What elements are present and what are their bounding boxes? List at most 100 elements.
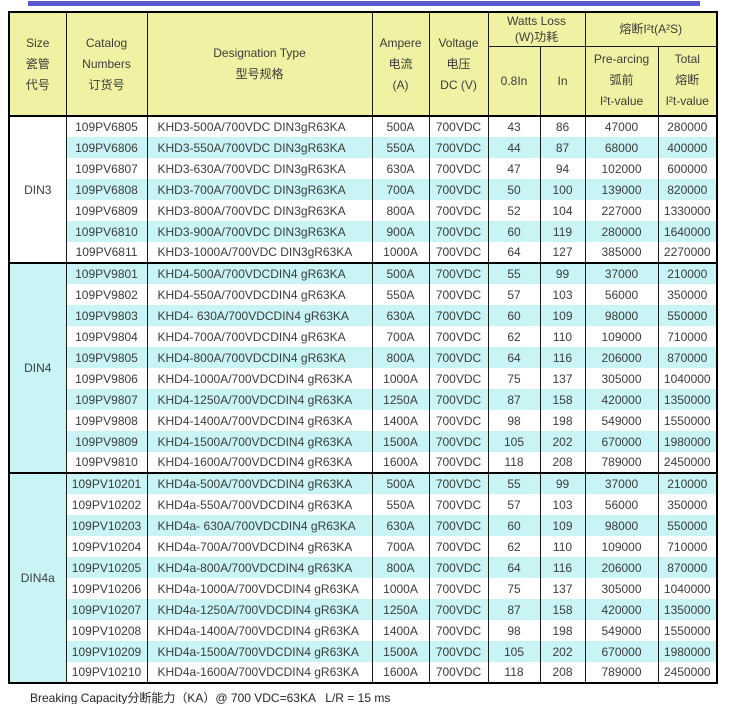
cell-prearcing-i2t: 102000 <box>584 158 659 179</box>
cell-voltage: 700VDC <box>428 115 489 137</box>
cell-watts-08in: 47 <box>487 158 541 179</box>
cell-prearcing-i2t: 109000 <box>584 536 659 557</box>
cell-designation-type: KHD4-1400A/700VDCDIN4 gR63KA <box>146 410 373 431</box>
cell-catalog-number: 109PV10204 <box>65 536 148 557</box>
cell-watts-in: 158 <box>539 389 586 410</box>
header-catalog-numbers: Catalog Numbers 订货号 <box>65 11 148 117</box>
table-row: 109PV10208 KHD4a-1400A/700VDCDIN4 gR63KA 1… <box>9 620 718 641</box>
cell-prearcing-i2t: 227000 <box>584 200 659 221</box>
cell-designation-type: KHD4-550A/700VDCDIN4 gR63KA <box>146 284 373 305</box>
cell-watts-in: 104 <box>539 200 586 221</box>
cell-catalog-number: 109PV9805 <box>65 347 148 368</box>
cell-catalog-number: 109PV10206 <box>65 578 148 599</box>
cell-voltage: 700VDC <box>428 662 489 683</box>
cell-voltage: 700VDC <box>428 284 489 305</box>
cell-watts-in: 103 <box>539 494 586 515</box>
cell-size-group: DIN4a <box>8 472 67 683</box>
header-designation-type: Designation Type 型号规格 <box>146 11 373 117</box>
cell-watts-08in: 57 <box>487 494 541 515</box>
table-row: 109PV9810 KHD4-1600A/700VDCDIN4 gR63KA 160… <box>9 452 718 473</box>
cell-catalog-number: 109PV6805 <box>65 115 148 137</box>
cell-prearcing-i2t: 206000 <box>584 347 659 368</box>
breaking-capacity-note: Breaking Capacity分断能力（KA）@ 700 VDC=63KA … <box>30 691 391 704</box>
cell-voltage: 700VDC <box>428 262 489 284</box>
cell-ampere: 800A <box>371 347 430 368</box>
cell-designation-type: KHD4-1500A/700VDCDIN4 gR63KA <box>146 431 373 452</box>
cell-prearcing-i2t: 670000 <box>584 431 659 452</box>
spec-table-header: Size 瓷管 代号 Catalog Numbers 订货号 Designati… <box>8 11 718 117</box>
cell-ampere: 700A <box>371 326 430 347</box>
header-watts-in: In <box>539 45 586 117</box>
cell-total-i2t: 600000 <box>657 158 718 179</box>
cell-catalog-number: 109PV6809 <box>65 200 148 221</box>
cell-watts-in: 158 <box>539 599 586 620</box>
cell-watts-in: 202 <box>539 641 586 662</box>
cell-ampere: 550A <box>371 494 430 515</box>
cell-ampere: 1500A <box>371 641 430 662</box>
cell-total-i2t: 400000 <box>657 137 718 158</box>
cell-watts-in: 116 <box>539 347 586 368</box>
header-i2t-group: 熔断I²t(A²S) <box>584 11 718 47</box>
cell-prearcing-i2t: 789000 <box>584 452 659 473</box>
cell-catalog-number: 109PV10210 <box>65 662 148 683</box>
table-row: 109PV10209 KHD4a-1500A/700VDCDIN4 gR63KA 1… <box>9 641 718 662</box>
cell-watts-08in: 105 <box>487 431 541 452</box>
cell-ampere: 630A <box>371 158 430 179</box>
cell-prearcing-i2t: 98000 <box>584 515 659 536</box>
cell-total-i2t: 550000 <box>657 515 718 536</box>
cell-watts-08in: 87 <box>487 389 541 410</box>
spec-table-container: Size 瓷管 代号 Catalog Numbers 订货号 Designati… <box>8 11 741 684</box>
cell-voltage: 700VDC <box>428 536 489 557</box>
cell-designation-type: KHD3-630A/700VDC DIN3gR63KA <box>146 158 373 179</box>
cell-ampere: 500A <box>371 262 430 284</box>
cell-watts-08in: 57 <box>487 284 541 305</box>
cell-watts-in: 198 <box>539 410 586 431</box>
cell-total-i2t: 1040000 <box>657 368 718 389</box>
cell-prearcing-i2t: 139000 <box>584 179 659 200</box>
header-voltage: Voltage 电压 DC (V) <box>428 11 489 117</box>
cell-designation-type: KHD4a-500A/700VDCDIN4 gR63KA <box>146 472 373 494</box>
cell-watts-in: 137 <box>539 368 586 389</box>
cell-total-i2t: 210000 <box>657 472 718 494</box>
cell-size-group: DIN3 <box>8 115 67 263</box>
cell-watts-08in: 50 <box>487 179 541 200</box>
cell-ampere: 1250A <box>371 389 430 410</box>
cell-ampere: 1000A <box>371 578 430 599</box>
cell-watts-08in: 60 <box>487 221 541 242</box>
table-row: 109PV9803 KHD4- 630A/700VDCDIN4 gR63KA 630… <box>9 305 718 326</box>
cell-voltage: 700VDC <box>428 620 489 641</box>
cell-prearcing-i2t: 68000 <box>584 137 659 158</box>
table-row: 109PV10207 KHD4a-1250A/700VDCDIN4 gR63KA 1… <box>9 599 718 620</box>
cell-watts-in: 208 <box>539 662 586 683</box>
cell-watts-08in: 44 <box>487 137 541 158</box>
cell-designation-type: KHD4a-800A/700VDCDIN4 gR63KA <box>146 557 373 578</box>
cell-catalog-number: 109PV10202 <box>65 494 148 515</box>
cell-watts-08in: 64 <box>487 347 541 368</box>
table-row: 109PV9807 KHD4-1250A/700VDCDIN4 gR63KA 125… <box>9 389 718 410</box>
cell-total-i2t: 350000 <box>657 494 718 515</box>
cell-total-i2t: 2450000 <box>657 452 718 473</box>
cell-watts-in: 109 <box>539 305 586 326</box>
cell-ampere: 550A <box>371 137 430 158</box>
cell-ampere: 1500A <box>371 431 430 452</box>
cell-designation-type: KHD3-900A/700VDC DIN3gR63KA <box>146 221 373 242</box>
table-row: DIN4a 109PV10201 KHD4a-500A/700VDCDIN4 gR6… <box>8 472 718 683</box>
table-row: 109PV6806 KHD3-550A/700VDC DIN3gR63KA 550A… <box>9 137 718 158</box>
cell-catalog-number: 109PV6808 <box>65 179 148 200</box>
cell-prearcing-i2t: 305000 <box>584 368 659 389</box>
cell-ampere: 500A <box>371 115 430 137</box>
top-divider-bar <box>28 1 700 6</box>
cell-watts-08in: 98 <box>487 620 541 641</box>
cell-catalog-number: 109PV10209 <box>65 641 148 662</box>
cell-voltage: 700VDC <box>428 221 489 242</box>
cell-prearcing-i2t: 37000 <box>584 472 659 494</box>
cell-watts-in: 202 <box>539 431 586 452</box>
cell-ampere: 1250A <box>371 599 430 620</box>
cell-total-i2t: 820000 <box>657 179 718 200</box>
cell-prearcing-i2t: 109000 <box>584 326 659 347</box>
cell-designation-type: KHD3-800A/700VDC DIN3gR63KA <box>146 200 373 221</box>
cell-designation-type: KHD4- 630A/700VDCDIN4 gR63KA <box>146 305 373 326</box>
cell-voltage: 700VDC <box>428 472 489 494</box>
cell-ampere: 630A <box>371 305 430 326</box>
cell-catalog-number: 109PV9802 <box>65 284 148 305</box>
